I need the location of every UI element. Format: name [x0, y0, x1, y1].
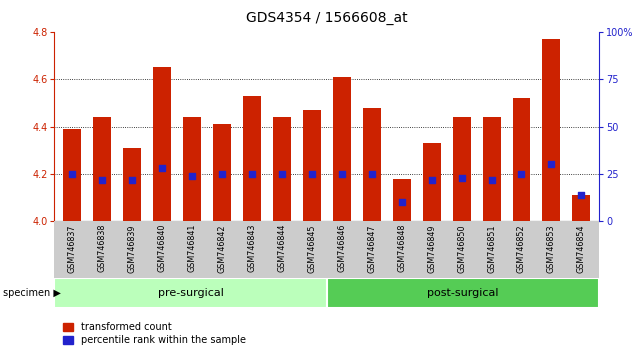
Point [277, 171, 287, 177]
Point [187, 173, 197, 179]
Text: GSM746841: GSM746841 [188, 224, 197, 273]
Text: GSM746837: GSM746837 [68, 224, 77, 273]
Text: GDS4354 / 1566608_at: GDS4354 / 1566608_at [246, 11, 408, 25]
Point [546, 161, 556, 167]
Point [397, 200, 407, 205]
Bar [572, 195, 590, 221]
Bar [363, 108, 381, 221]
Point [517, 171, 527, 177]
Bar [303, 110, 321, 221]
Bar [243, 96, 261, 221]
Text: pre-surgical: pre-surgical [158, 288, 224, 298]
Text: GSM746840: GSM746840 [158, 224, 167, 273]
Point [456, 175, 467, 181]
Text: GSM746850: GSM746850 [457, 224, 466, 273]
Point [426, 177, 437, 182]
Text: GSM746838: GSM746838 [98, 224, 107, 273]
Bar [63, 129, 81, 221]
Bar [327, 278, 599, 308]
Point [487, 177, 497, 182]
Legend: transformed count, percentile rank within the sample: transformed count, percentile rank withi… [60, 319, 249, 349]
Bar [393, 179, 411, 221]
Bar [513, 98, 531, 221]
Text: GSM746848: GSM746848 [397, 224, 406, 273]
Bar [54, 278, 327, 308]
Point [97, 177, 108, 182]
Bar [183, 117, 201, 221]
Bar [213, 124, 231, 221]
Text: GSM746849: GSM746849 [427, 224, 436, 273]
Text: GSM746851: GSM746851 [487, 224, 496, 273]
Point [307, 171, 317, 177]
Text: GSM746845: GSM746845 [308, 224, 317, 273]
Text: GSM746843: GSM746843 [247, 224, 256, 273]
Text: post-surgical: post-surgical [428, 288, 499, 298]
Text: GSM746844: GSM746844 [278, 224, 287, 273]
Bar [273, 117, 291, 221]
Point [67, 171, 78, 177]
Bar [422, 143, 440, 221]
Text: specimen ▶: specimen ▶ [3, 288, 61, 298]
Text: GSM746854: GSM746854 [577, 224, 586, 273]
Bar [123, 148, 141, 221]
Text: GSM746853: GSM746853 [547, 224, 556, 273]
Bar [483, 117, 501, 221]
Point [127, 177, 137, 182]
Bar [453, 117, 470, 221]
Point [576, 192, 587, 198]
Bar [542, 39, 560, 221]
Bar [153, 67, 171, 221]
Point [217, 171, 228, 177]
Point [367, 171, 377, 177]
Text: GSM746847: GSM746847 [367, 224, 376, 273]
Point [247, 171, 257, 177]
Point [337, 171, 347, 177]
Bar [333, 77, 351, 221]
Text: GSM746842: GSM746842 [218, 224, 227, 273]
Text: GSM746852: GSM746852 [517, 224, 526, 273]
Text: GSM746846: GSM746846 [337, 224, 346, 273]
Bar [94, 117, 112, 221]
Point [157, 165, 167, 171]
Text: GSM746839: GSM746839 [128, 224, 137, 273]
